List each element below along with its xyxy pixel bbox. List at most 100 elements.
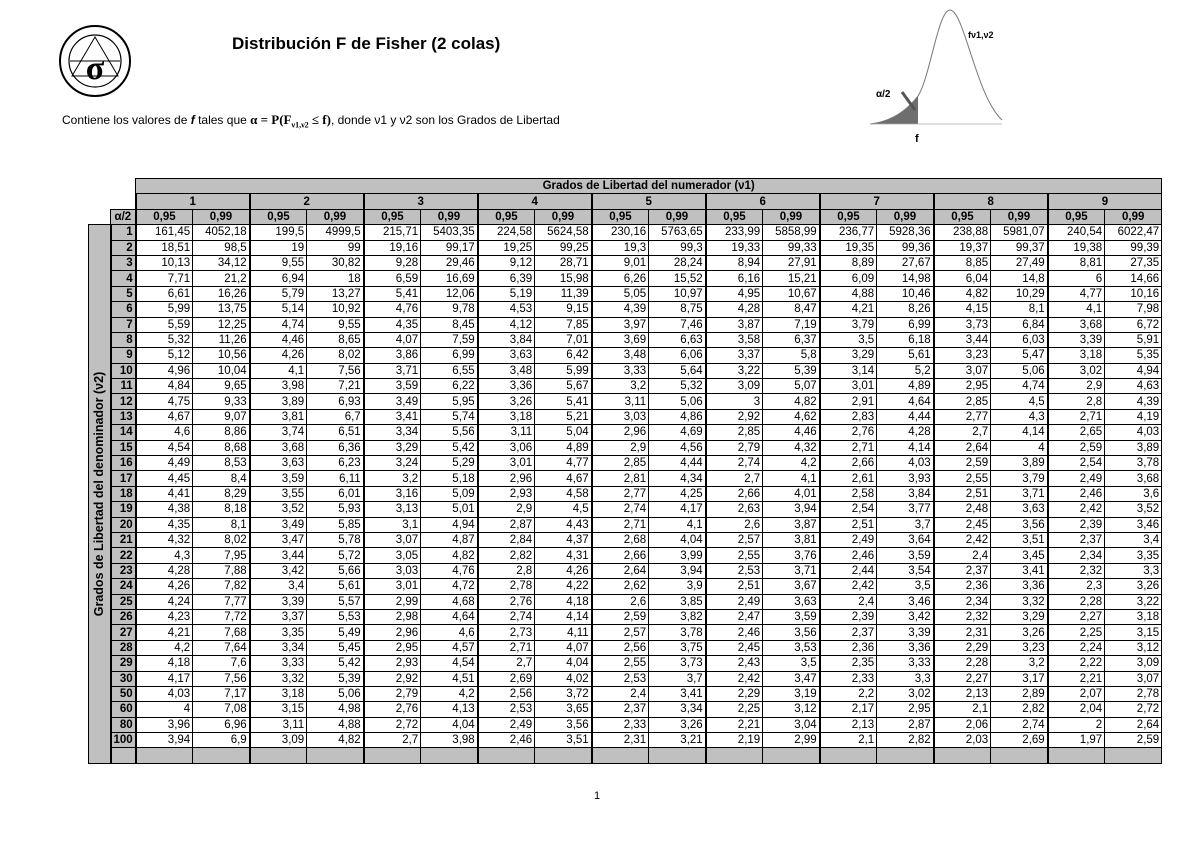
table-cell: 3,5 — [818, 331, 878, 349]
blank-cell — [88, 193, 136, 210]
table-cell: 4,02 — [534, 670, 593, 687]
alpha-label: α/2 — [876, 89, 891, 100]
table-cell: 2,57 — [590, 624, 650, 641]
table-cell: 6 — [1046, 270, 1106, 287]
table-cell: 3,02 — [876, 685, 935, 703]
table-cell: 12,06 — [420, 285, 479, 303]
table-cell: 2,1 — [818, 732, 878, 749]
table-cell: 4,26 — [248, 347, 308, 364]
table-cell: 3,18 — [1104, 608, 1163, 626]
table-cell: 2,87 — [476, 516, 536, 533]
denominator-df: 12 — [109, 393, 137, 410]
table-cell: 7,64 — [192, 639, 251, 657]
table-cell: 2,77 — [590, 485, 650, 503]
table-cell: 5,09 — [420, 485, 479, 503]
table-cell: 99,3 — [648, 239, 707, 256]
table-cell: 4,82 — [762, 393, 821, 410]
table-cell: 2,84 — [476, 531, 536, 549]
table-cell: 3,09 — [1104, 655, 1163, 672]
empty-cell — [362, 747, 422, 764]
table-cell: 3,34 — [362, 424, 422, 441]
empty-cell — [762, 747, 821, 764]
table-cell: 5,14 — [248, 301, 308, 318]
table-cell: 3,99 — [648, 547, 707, 564]
table-cell: 2,65 — [1046, 424, 1106, 441]
table-cell: 3,9 — [648, 578, 707, 595]
table-cell: 5,91 — [1104, 331, 1163, 349]
table-cell: 2,59 — [932, 455, 992, 472]
table-cell: 4,68 — [420, 593, 479, 610]
table-cell: 3,89 — [248, 393, 308, 410]
table-cell: 4,21 — [818, 301, 878, 318]
table-cell: 2,66 — [818, 455, 878, 472]
table-cell: 3,07 — [932, 362, 992, 380]
alpha-level-header: 0,99 — [876, 208, 935, 226]
table-cell: 2,74 — [476, 608, 536, 626]
table-cell: 7,56 — [306, 362, 365, 380]
denominator-df: 3 — [109, 254, 137, 272]
table-cell: 3,93 — [876, 470, 935, 487]
table-cell: 5,56 — [420, 424, 479, 441]
table-cell: 6,36 — [306, 439, 365, 457]
table-cell: 2,37 — [818, 624, 878, 641]
table-cell: 2,32 — [932, 608, 992, 626]
denominator-df: 21 — [109, 531, 137, 549]
table-cell: 4,25 — [648, 485, 707, 503]
table-cell: 2,82 — [476, 547, 536, 564]
table-cell: 7,71 — [134, 270, 194, 287]
table-cell: 2,71 — [1046, 408, 1106, 426]
table-row: 18 4,41 8,29 3,55 6,01 3,16 5,09 2,93 4,58 2,77 4,… — [89, 485, 1163, 503]
table-cell: 3,5 — [876, 578, 935, 595]
table-cell: 4,62 — [762, 408, 821, 426]
table-cell: 4,94 — [1104, 362, 1163, 380]
table-cell: 6,09 — [818, 270, 878, 287]
empty-cell — [1046, 747, 1106, 764]
table-cell: 2,53 — [590, 670, 650, 687]
table-cell: 5,53 — [306, 608, 365, 626]
table-cell: 3,87 — [704, 316, 764, 333]
table-row: 12 4,75 9,33 3,89 6,93 3,49 5,95 3,26 5,41 3,11 5,… — [89, 393, 1163, 410]
table-cell: 3,56 — [990, 516, 1049, 533]
table-cell: 8,02 — [192, 531, 251, 549]
table-cell: 3,26 — [990, 624, 1049, 641]
numerator-df-header: 7 — [818, 193, 935, 210]
numerator-df-header: 5 — [590, 193, 707, 210]
table-cell: 2,42 — [932, 531, 992, 549]
table-cell: 7,17 — [192, 685, 251, 703]
table-cell: 2,46 — [818, 547, 878, 564]
table-cell: 3,36 — [990, 578, 1049, 595]
table-cell: 6,16 — [704, 270, 764, 287]
table-cell: 2,17 — [818, 701, 878, 718]
alpha-level-header: 0,95 — [1046, 208, 1106, 226]
table-cell: 2,28 — [1046, 593, 1106, 610]
empty-cell — [248, 747, 308, 764]
table-cell: 5,79 — [248, 285, 308, 303]
table-cell: 2,29 — [932, 639, 992, 657]
table-cell: 3,26 — [476, 393, 536, 410]
table-cell: 3,35 — [1104, 547, 1163, 564]
table-cell: 14,8 — [990, 270, 1049, 287]
table-cell: 10,29 — [990, 285, 1049, 303]
table-cell: 5,64 — [648, 362, 707, 380]
table-cell: 2,03 — [932, 732, 992, 749]
table-cell: 4,23 — [134, 608, 194, 626]
table-row: 3 10,13 34,12 9,55 30,82 9,28 29,46 9,12 28,71 9,… — [89, 254, 1163, 272]
table-cell: 2,81 — [590, 470, 650, 487]
table-cell: 9,55 — [248, 254, 308, 272]
table-cell: 4,67 — [134, 408, 194, 426]
table-cell: 3,33 — [248, 655, 308, 672]
table-cell: 2,83 — [818, 408, 878, 426]
table-cell: 30,82 — [306, 254, 365, 272]
table-cell: 2,99 — [762, 732, 821, 749]
table-cell: 5,19 — [476, 285, 536, 303]
numerator-df-header: 8 — [932, 193, 1049, 210]
table-cell: 2,19 — [704, 732, 764, 749]
table-cell: 4,2 — [762, 455, 821, 472]
table-cell: 2,55 — [590, 655, 650, 672]
table-cell: 8,4 — [192, 470, 251, 487]
table-cell: 2,91 — [818, 393, 878, 410]
table-cell: 3,44 — [932, 331, 992, 349]
formula-end: ≤ f) — [308, 112, 331, 127]
table-cell: 3,73 — [932, 316, 992, 333]
header-row-title: Grados de Libertad del numerador (ν1) — [88, 177, 1163, 195]
